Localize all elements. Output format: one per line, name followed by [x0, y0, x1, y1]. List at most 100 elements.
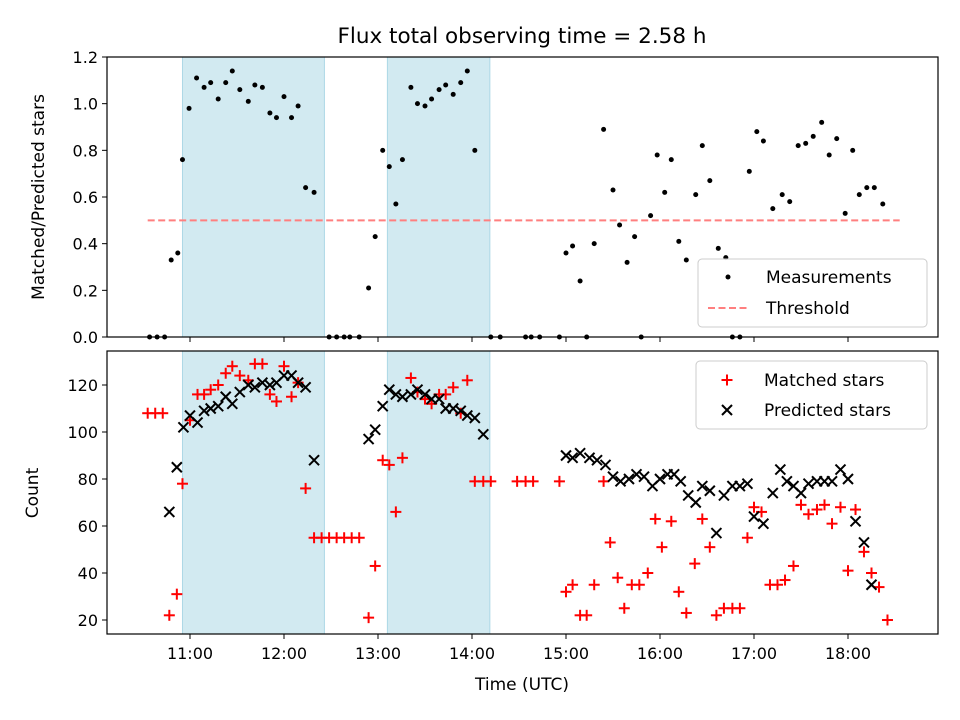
measurement-point	[826, 152, 832, 158]
predicted-star-point	[242, 379, 254, 391]
measurement-point	[399, 157, 405, 163]
measurement-point	[175, 250, 181, 256]
count-legend: Matched stars Predicted stars	[695, 360, 928, 430]
predicted-star-point	[826, 475, 838, 488]
matched-star-point	[163, 609, 175, 621]
matched-star-point	[656, 541, 668, 553]
matched-star-point	[461, 374, 473, 386]
matched-star-point	[673, 586, 685, 598]
legend-frame	[697, 258, 928, 328]
count-y-tick-label: 40	[78, 564, 98, 583]
legend-measurements-marker	[725, 274, 731, 280]
count-y-tick-label: 60	[78, 517, 98, 536]
measurement-point	[237, 87, 243, 93]
ratio-y-ticks: 0.0 0.2 0.4 0.6 0.8 1.0 1.2	[73, 48, 107, 347]
measurement-point	[429, 96, 435, 102]
predicted-star-point	[767, 487, 779, 499]
ratio-x-ticks	[189, 337, 849, 342]
measurement-point	[591, 241, 597, 247]
predicted-star-point	[834, 463, 847, 476]
predicted-star-point	[802, 477, 815, 490]
x-tick-label: 11:00	[167, 644, 213, 663]
measurement-point	[436, 87, 442, 93]
legend-matched-label: Matched stars	[764, 371, 884, 391]
predicted-star-point	[171, 461, 183, 473]
measurement-point	[880, 201, 886, 207]
predicted-star-point	[163, 506, 176, 518]
matched-star-point	[560, 586, 572, 598]
predicted-star-point	[308, 454, 320, 466]
matched-star-point	[779, 574, 791, 586]
measurement-point	[267, 110, 273, 116]
predicted-star-point	[849, 515, 862, 528]
x-tick-label: 12:00	[261, 644, 307, 663]
measurement-point	[311, 189, 317, 195]
matched-star-point	[440, 388, 452, 400]
measurement-point	[563, 250, 569, 256]
observing-window-2	[386, 56, 491, 338]
measurement-point	[754, 129, 760, 135]
predicted-star-point	[858, 536, 870, 549]
predicted-star-point	[469, 412, 481, 424]
measurement-point	[770, 206, 776, 212]
matched-star-point	[553, 475, 565, 487]
count-x-ticks: 11:00 12:00 13:00 14:00 15:00 16:00 17:00 18:00	[167, 634, 871, 663]
predicted-star-point	[477, 428, 489, 441]
matched-star-point	[264, 388, 276, 400]
measurement-point	[662, 189, 668, 195]
predicted-star-point	[865, 579, 878, 591]
predicted-star-point	[795, 487, 807, 499]
matched-star-point	[198, 388, 210, 400]
matched-star-point	[157, 407, 169, 419]
predicted-star-point	[292, 376, 304, 389]
measurement-point	[850, 147, 856, 153]
matched-star-point	[795, 499, 807, 511]
measurement-point	[443, 82, 449, 88]
predicted-star-point	[741, 477, 754, 490]
ratio-y-tick-label: 1.2	[73, 48, 98, 67]
measurement-point	[668, 157, 674, 163]
x-axis-label: Time (UTC)	[474, 675, 569, 695]
ratio-panel: 0.0 0.2 0.4 0.6 0.8 1.0 1.2 Matched/Predicted …	[29, 48, 939, 347]
measurement-point	[215, 96, 221, 102]
predicted-star-point	[299, 381, 312, 394]
matched-star-point	[176, 478, 188, 490]
chart-title: Flux total observing time = 2.58 h	[338, 24, 707, 49]
legend-frame	[695, 360, 928, 430]
measurement-point	[676, 238, 682, 244]
matched-star-point	[226, 360, 238, 372]
measurement-point	[624, 259, 630, 265]
matched-star-point	[772, 579, 783, 591]
matched-star-point	[689, 558, 701, 570]
matched-star-point	[612, 572, 624, 584]
predicted-star-point	[264, 379, 276, 391]
matched-star-point	[618, 602, 630, 614]
measurement-point	[693, 192, 699, 198]
x-tick-label: 13:00	[355, 644, 401, 663]
matched-star-point	[881, 614, 893, 626]
matched-star-point	[485, 475, 497, 487]
matched-star-point	[447, 381, 459, 393]
matched-star-point	[704, 541, 716, 553]
predicted-star-point	[369, 423, 381, 436]
matched-star-point	[286, 391, 298, 403]
predicted-star-point	[614, 475, 627, 488]
measurement-point	[186, 105, 192, 111]
measurement-point	[393, 201, 399, 207]
count-points	[142, 358, 893, 626]
ratio-y-tick-label: 0.8	[73, 141, 98, 160]
matched-star-point	[710, 609, 722, 621]
matched-star-point	[873, 581, 885, 593]
legend-measurements-label: Measurements	[766, 268, 892, 288]
measurement-point	[779, 192, 785, 198]
matched-star-point	[256, 358, 268, 370]
measurement-point	[632, 234, 638, 240]
predicted-star-point	[405, 388, 417, 401]
predicted-star-point	[560, 449, 572, 462]
predicted-star-point	[433, 393, 445, 405]
predicted-star-point	[226, 398, 239, 410]
measurement-point	[372, 234, 378, 240]
predicted-star-point	[674, 475, 687, 488]
matched-star-point	[205, 384, 217, 396]
